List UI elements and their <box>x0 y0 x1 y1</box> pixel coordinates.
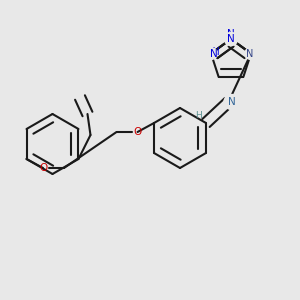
Text: O: O <box>39 163 47 173</box>
Circle shape <box>225 33 237 45</box>
Text: N: N <box>228 97 236 107</box>
Text: N: N <box>227 34 235 44</box>
Text: N: N <box>227 29 235 40</box>
Text: H: H <box>195 111 202 120</box>
Text: N: N <box>228 97 236 107</box>
Text: N: N <box>212 47 219 57</box>
Text: O: O <box>134 127 142 137</box>
Circle shape <box>224 32 238 46</box>
Circle shape <box>245 47 257 59</box>
Text: N: N <box>210 49 217 58</box>
Circle shape <box>224 94 239 110</box>
Circle shape <box>205 47 217 59</box>
Text: N: N <box>246 49 253 58</box>
